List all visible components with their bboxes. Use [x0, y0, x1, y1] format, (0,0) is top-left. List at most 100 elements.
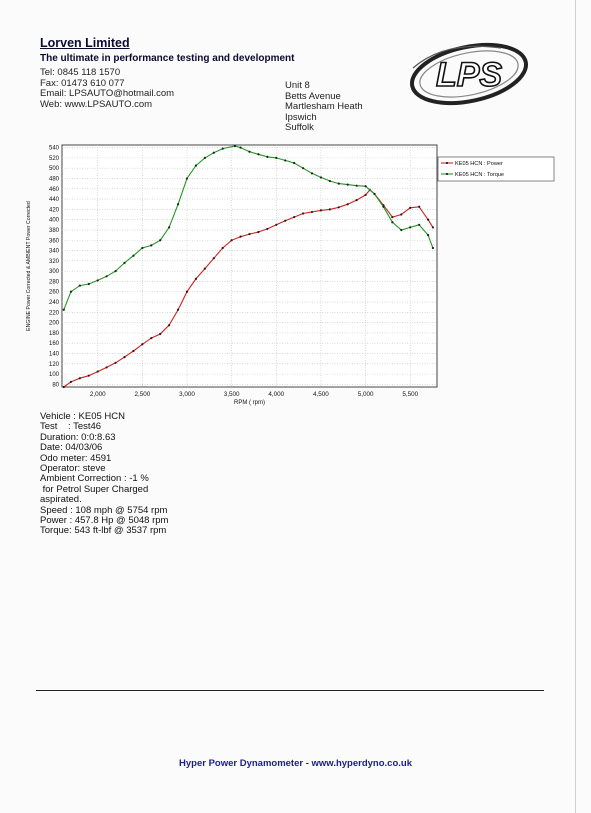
y-tick-label: 360	[49, 238, 60, 244]
info-power: Power : 457.8 Hp @ 5048 rpm	[40, 515, 169, 527]
info-date: Date: 04/03/06	[40, 442, 103, 454]
y-tick-label: 100	[49, 372, 60, 378]
legend-label: KE05 HCN : Power	[455, 161, 503, 167]
power-data-point	[96, 370, 99, 373]
address-line: Unit 8	[285, 80, 310, 91]
company-tagline: The ultimate in performance testing and …	[40, 53, 295, 64]
torque-data-point	[185, 177, 189, 180]
legend-box	[437, 156, 555, 182]
x-axis-label: RPM ( rpm)	[234, 400, 265, 406]
power-data-point	[400, 213, 403, 216]
info-operator: Operator: steve	[40, 463, 106, 475]
y-tick-label: 340	[49, 249, 60, 255]
torque-data-point	[400, 228, 403, 232]
address-line: Betts Avenue	[285, 90, 341, 102]
contact-fax: Fax: 01473 610 077	[40, 77, 125, 89]
footer-text: Hyper Power Dynamometer - www.hyperdyno.…	[179, 758, 412, 769]
x-tick-label: 3,000	[179, 391, 195, 398]
torque-data-point	[409, 226, 412, 229]
footer-divider	[36, 690, 544, 691]
y-tick-label: 420	[49, 207, 60, 213]
torque-data-point	[257, 153, 260, 156]
torque-data-point	[355, 184, 358, 187]
y-tick-label: 140	[49, 352, 60, 358]
power-data-point	[391, 215, 394, 219]
power-data-point	[69, 380, 73, 383]
power-data-point	[78, 377, 81, 380]
contact-phone: Tel: 0845 118 1570	[40, 67, 121, 78]
power-data-point	[293, 215, 296, 219]
y-tick-label: 480	[49, 176, 60, 182]
power-data-point	[355, 198, 358, 202]
y-tick-label: 120	[49, 362, 60, 368]
x-tick-label: 4,500	[313, 391, 329, 398]
torque-data-point	[418, 223, 421, 226]
y-tick-label: 400	[49, 218, 60, 224]
power-data-point	[176, 308, 180, 311]
legend-label: KE05 HCN : Torque	[455, 172, 504, 178]
power-data-point	[337, 206, 340, 209]
torque-data-point	[337, 182, 340, 185]
torque-data-point	[78, 284, 81, 287]
info-ambient-correction: Ambient Correction : -1 %	[40, 473, 149, 485]
info-vehicle: Vehicle : KE05 HCN	[40, 411, 126, 422]
power-data-point	[230, 239, 233, 242]
dyno-chart: 80 100 120 140 160 180 200 220 240 260 280 300 320 34…	[26, 144, 555, 406]
torque-data-point	[328, 179, 331, 183]
torque-data-point	[150, 244, 153, 247]
torque-data-point	[62, 308, 65, 311]
torque-data-point	[114, 270, 117, 273]
torque-data-point	[233, 144, 237, 148]
torque-data-point	[159, 239, 162, 242]
torque-data-point	[248, 150, 251, 153]
y-tick-label: 460	[49, 187, 60, 193]
x-tick-label: 3,500	[224, 391, 240, 398]
legend-marker	[445, 172, 449, 176]
power-data-point	[221, 246, 224, 250]
power-data-point	[203, 267, 206, 270]
info-torque: Torque: 543 ft-lbf @ 3537 rpm	[40, 525, 167, 537]
torque-data-point	[239, 146, 242, 149]
torque-data-point	[141, 246, 144, 250]
info-duration: Duration: 0:0:8.63	[40, 431, 116, 443]
torque-data-point	[132, 254, 135, 257]
power-data-point	[132, 349, 135, 353]
power-data-point	[346, 203, 349, 206]
power-data-point	[114, 361, 117, 364]
y-tick-label: 500	[49, 166, 60, 172]
y-tick-label: 220	[49, 310, 60, 316]
x-tick-label: 4,000	[268, 391, 284, 398]
torque-data-point	[123, 261, 126, 265]
power-data-point	[257, 230, 260, 234]
contact-block: Tel: 0845 118 1570 Fax: 01473 610 077 Em…	[40, 67, 174, 110]
power-data-point	[150, 336, 153, 340]
power-data-point	[266, 227, 269, 231]
torque-data-point	[319, 176, 323, 179]
y-tick-label: 260	[49, 290, 60, 296]
torque-data-point	[266, 155, 269, 158]
y-tick-label: 200	[49, 321, 60, 327]
power-data-point	[185, 290, 189, 293]
power-data-point	[418, 205, 421, 208]
power-data-point	[301, 212, 305, 215]
power-data-point	[159, 332, 162, 336]
y-tick-label: 80	[52, 382, 59, 388]
y-tick-label: 380	[49, 228, 60, 234]
power-data-point	[87, 374, 90, 377]
power-data-point	[168, 324, 171, 327]
power-data-point	[409, 206, 412, 209]
y-tick-label: 240	[49, 300, 60, 306]
address-line: Suffolk	[285, 122, 314, 133]
torque-data-point	[373, 192, 376, 196]
x-tick-label: 2,500	[134, 391, 150, 398]
torque-data-point	[69, 290, 73, 293]
torque-data-point	[293, 161, 296, 165]
y-axis-label: ENGINE Power Corrected & AMBIENT Power C…	[26, 201, 32, 331]
torque-data-point	[431, 246, 434, 250]
power-data-point	[284, 219, 287, 222]
power-data-point	[194, 277, 198, 280]
y-tick-label: 520	[49, 156, 60, 162]
x-tick-label: 2,000	[90, 391, 106, 398]
torque-data-point	[301, 167, 305, 170]
plot-area	[61, 144, 438, 388]
